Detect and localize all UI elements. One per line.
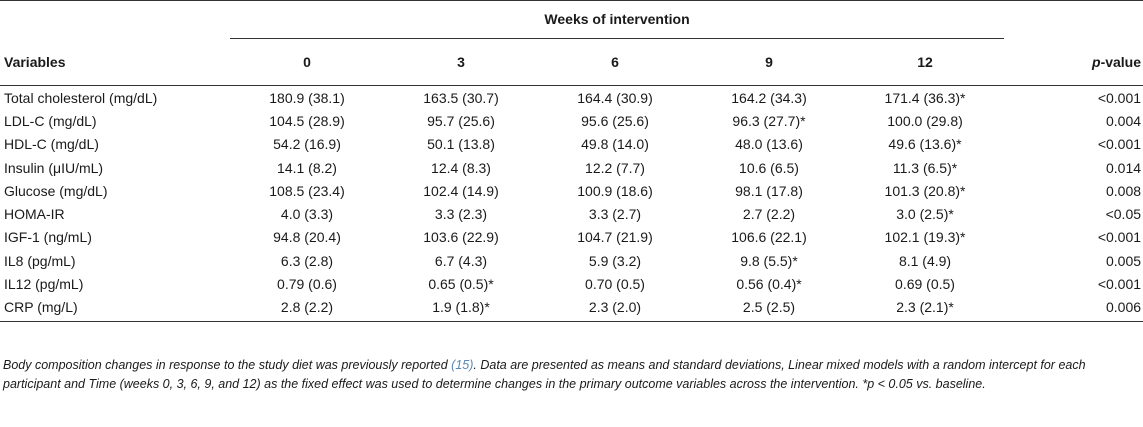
cell-week-0: 94.8 (20.4) (273, 229, 341, 246)
table-body: Total cholesterol (mg/dL) 180.9 (38.1) 1… (0, 86, 1143, 322)
column-header-week-6: 6 (538, 38, 692, 86)
cell-week-3: 95.7 (25.6) (427, 112, 495, 129)
cell-variable: Total cholesterol (mg/dL) (4, 89, 158, 106)
table-row: Insulin (μIU/mL) 14.1 (8.2) 12.4 (8.3) 1… (0, 156, 1143, 179)
cell-week-12: 101.3 (20.8)* (884, 182, 966, 199)
cell-week-12: 0.69 (0.5) (895, 276, 955, 293)
cell-week-0: 0.79 (0.6) (277, 276, 337, 293)
cell-variable: IGF-1 (ng/mL) (4, 229, 92, 246)
cell-week-12: 171.4 (36.3)* (884, 89, 966, 106)
cell-variable: HDL-C (mg/dL) (4, 136, 99, 153)
column-header-variables: Variables (0, 38, 230, 86)
cell-week-3: 163.5 (30.7) (423, 89, 499, 106)
cell-week-0: 180.9 (38.1) (269, 89, 345, 106)
cell-week-6: 3.3 (2.7) (588, 206, 642, 223)
cell-week-6: 12.2 (7.7) (585, 159, 645, 176)
table-row: Total cholesterol (mg/dL) 180.9 (38.1) 1… (0, 86, 1143, 110)
cell-week-9: 164.2 (34.3) (731, 89, 807, 106)
table-row: IL8 (pg/mL) 6.3 (2.8) 6.7 (4.3) 5.9 (3.2… (0, 249, 1143, 272)
cell-variable: Glucose (mg/dL) (4, 182, 108, 199)
p-letter: p (1092, 53, 1101, 70)
cell-variable: HOMA-IR (4, 206, 65, 223)
group-header-row: Weeks of intervention (0, 0, 1143, 39)
cell-p-value: <0.001 (1097, 276, 1142, 293)
column-header-week-0: 0 (230, 38, 384, 86)
cell-week-12: 11.3 (6.5)* (892, 159, 958, 176)
cell-p-value: 0.005 (1105, 252, 1142, 269)
cell-week-9: 0.56 (0.4)* (736, 276, 802, 293)
cell-variable: CRP (mg/L) (0, 295, 230, 322)
results-table-container: Weeks of intervention Variables 0 3 6 9 … (0, 0, 1143, 322)
cell-p-value: <0.001 (1097, 136, 1142, 153)
footnote-text-1: Body composition changes in response to … (3, 358, 452, 372)
cell-week-0: 6.3 (2.8) (280, 252, 334, 269)
column-header-row: Variables 0 3 6 9 12 p-value (0, 38, 1143, 86)
cell-week-6: 95.6 (25.6) (581, 112, 649, 129)
column-header-week-3: 3 (384, 38, 538, 86)
group-header-weeks: Weeks of intervention (230, 0, 1005, 39)
cell-week-3: 1.9 (1.8)* (384, 295, 538, 322)
cell-week-3: 12.4 (8.3) (431, 159, 491, 176)
cell-week-3: 3.3 (2.3) (434, 206, 488, 223)
cell-week-12: 3.0 (2.5)* (896, 206, 954, 223)
cell-p-value: <0.001 (1097, 89, 1142, 106)
cell-p-value: 0.006 (1004, 295, 1143, 322)
cell-week-12: 49.6 (13.6)* (888, 136, 962, 153)
footnote-text-2: . Data are presented as means and standa… (3, 358, 1086, 391)
cell-week-0: 4.0 (3.3) (280, 206, 334, 223)
cell-week-0: 54.2 (16.9) (273, 136, 341, 153)
table-row: HOMA-IR 4.0 (3.3) 3.3 (2.3) 3.3 (2.7) 2.… (0, 202, 1143, 225)
cell-week-3: 0.65 (0.5)* (428, 276, 494, 293)
cell-week-12: 8.1 (4.9) (898, 252, 952, 269)
table-row: Glucose (mg/dL) 108.5 (23.4) 102.4 (14.9… (0, 179, 1143, 202)
cell-week-9: 98.1 (17.8) (735, 182, 803, 199)
column-header-p-value: p-value (1004, 38, 1143, 86)
cell-week-9: 48.0 (13.6) (735, 136, 803, 153)
cell-variable: IL8 (pg/mL) (4, 252, 76, 269)
cell-week-9: 106.6 (22.1) (731, 229, 807, 246)
table-row: IGF-1 (ng/mL) 94.8 (20.4) 103.6 (22.9) 1… (0, 226, 1143, 249)
cell-week-3: 6.7 (4.3) (434, 252, 488, 269)
table-row: HDL-C (mg/dL) 54.2 (16.9) 50.1 (13.8) 49… (0, 133, 1143, 156)
column-header-week-12: 12 (846, 38, 1005, 86)
cell-week-3: 103.6 (22.9) (423, 229, 499, 246)
table-row: CRP (mg/L) 2.8 (2.2) 1.9 (1.8)* 2.3 (2.0… (0, 295, 1143, 322)
cell-week-0: 108.5 (23.4) (269, 182, 345, 199)
cell-week-0: 104.5 (28.9) (269, 112, 345, 129)
cell-p-value: 0.014 (1105, 159, 1142, 176)
cell-week-12: 2.3 (2.1)* (846, 295, 1005, 322)
cell-week-6: 2.3 (2.0) (538, 295, 692, 322)
cell-week-6: 49.8 (14.0) (581, 136, 649, 153)
cell-week-9: 10.6 (6.5) (739, 159, 799, 176)
cell-week-9: 2.7 (2.2) (742, 206, 796, 223)
column-header-week-9: 9 (692, 38, 846, 86)
p-suffix: -value (1100, 53, 1142, 70)
footnote-reference-link[interactable]: (15) (451, 358, 474, 372)
cell-week-3: 50.1 (13.8) (427, 136, 495, 153)
cell-variable: LDL-C (mg/dL) (4, 112, 97, 129)
cell-week-12: 102.1 (19.3)* (884, 229, 966, 246)
cell-p-value: <0.001 (1097, 229, 1142, 246)
cell-week-9: 9.8 (5.5)* (740, 252, 798, 269)
cell-week-6: 5.9 (3.2) (588, 252, 642, 269)
cell-week-0: 2.8 (2.2) (230, 295, 384, 322)
cell-week-6: 164.4 (30.9) (577, 89, 653, 106)
cell-week-9: 96.3 (27.7)* (732, 112, 806, 129)
cell-p-value: 0.008 (1105, 182, 1142, 199)
results-table: Weeks of intervention Variables 0 3 6 9 … (0, 0, 1143, 322)
cell-p-value: <0.05 (1105, 206, 1142, 223)
cell-week-6: 104.7 (21.9) (577, 229, 653, 246)
table-footnote: Body composition changes in response to … (3, 356, 1138, 394)
cell-variable: Insulin (μIU/mL) (4, 159, 104, 176)
cell-week-9: 2.5 (2.5) (692, 295, 846, 322)
cell-week-3: 102.4 (14.9) (423, 182, 499, 199)
cell-week-0: 14.1 (8.2) (277, 159, 337, 176)
cell-week-6: 100.9 (18.6) (577, 182, 653, 199)
table-row: LDL-C (mg/dL) 104.5 (28.9) 95.7 (25.6) 9… (0, 109, 1143, 132)
cell-variable: IL12 (pg/mL) (4, 276, 84, 293)
cell-week-6: 0.70 (0.5) (585, 276, 645, 293)
cell-week-12: 100.0 (29.8) (887, 112, 963, 129)
cell-p-value: 0.004 (1105, 112, 1142, 129)
table-row: IL12 (pg/mL) 0.79 (0.6) 0.65 (0.5)* 0.70… (0, 272, 1143, 295)
